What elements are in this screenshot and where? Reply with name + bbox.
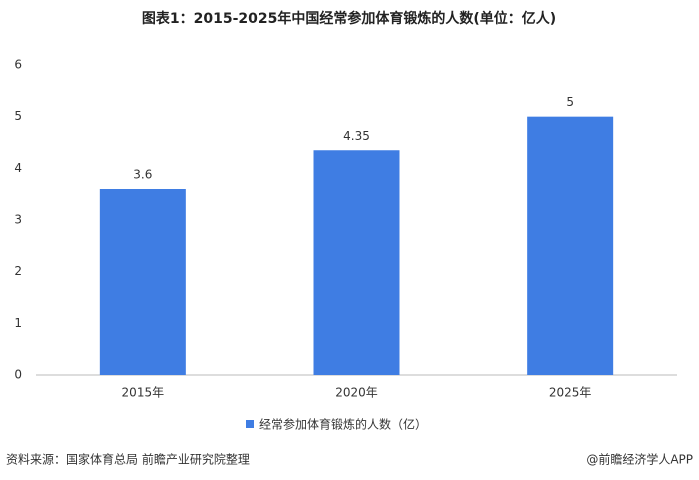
value-label: 5	[566, 95, 574, 109]
x-tick-label: 2020年	[335, 386, 378, 400]
value-label: 4.35	[343, 129, 370, 143]
x-tick-label: 2015年	[122, 386, 165, 400]
y-tick-label: 3	[14, 213, 22, 227]
legend-swatch	[246, 420, 254, 428]
legend-label: 经常参加体育锻炼的人数（亿）	[259, 417, 427, 432]
y-tick-label: 1	[14, 316, 22, 330]
brand-note: @前瞻经济学人APP	[586, 452, 693, 467]
y-tick-label: 5	[14, 109, 22, 123]
x-tick-label: 2025年	[549, 386, 592, 400]
chart-title: 图表1：2015-2025年中国经常参加体育锻炼的人数(单位：亿人)	[142, 10, 556, 27]
source-note: 资料来源：国家体育总局 前瞻产业研究院整理	[6, 452, 250, 467]
bar	[99, 189, 186, 375]
y-tick-label: 0	[14, 368, 22, 382]
value-label: 3.6	[133, 168, 152, 182]
y-tick-label: 2	[14, 264, 22, 278]
bar	[527, 116, 614, 376]
y-tick-label: 6	[14, 58, 22, 72]
bar	[313, 150, 400, 375]
y-tick-label: 4	[14, 161, 22, 175]
